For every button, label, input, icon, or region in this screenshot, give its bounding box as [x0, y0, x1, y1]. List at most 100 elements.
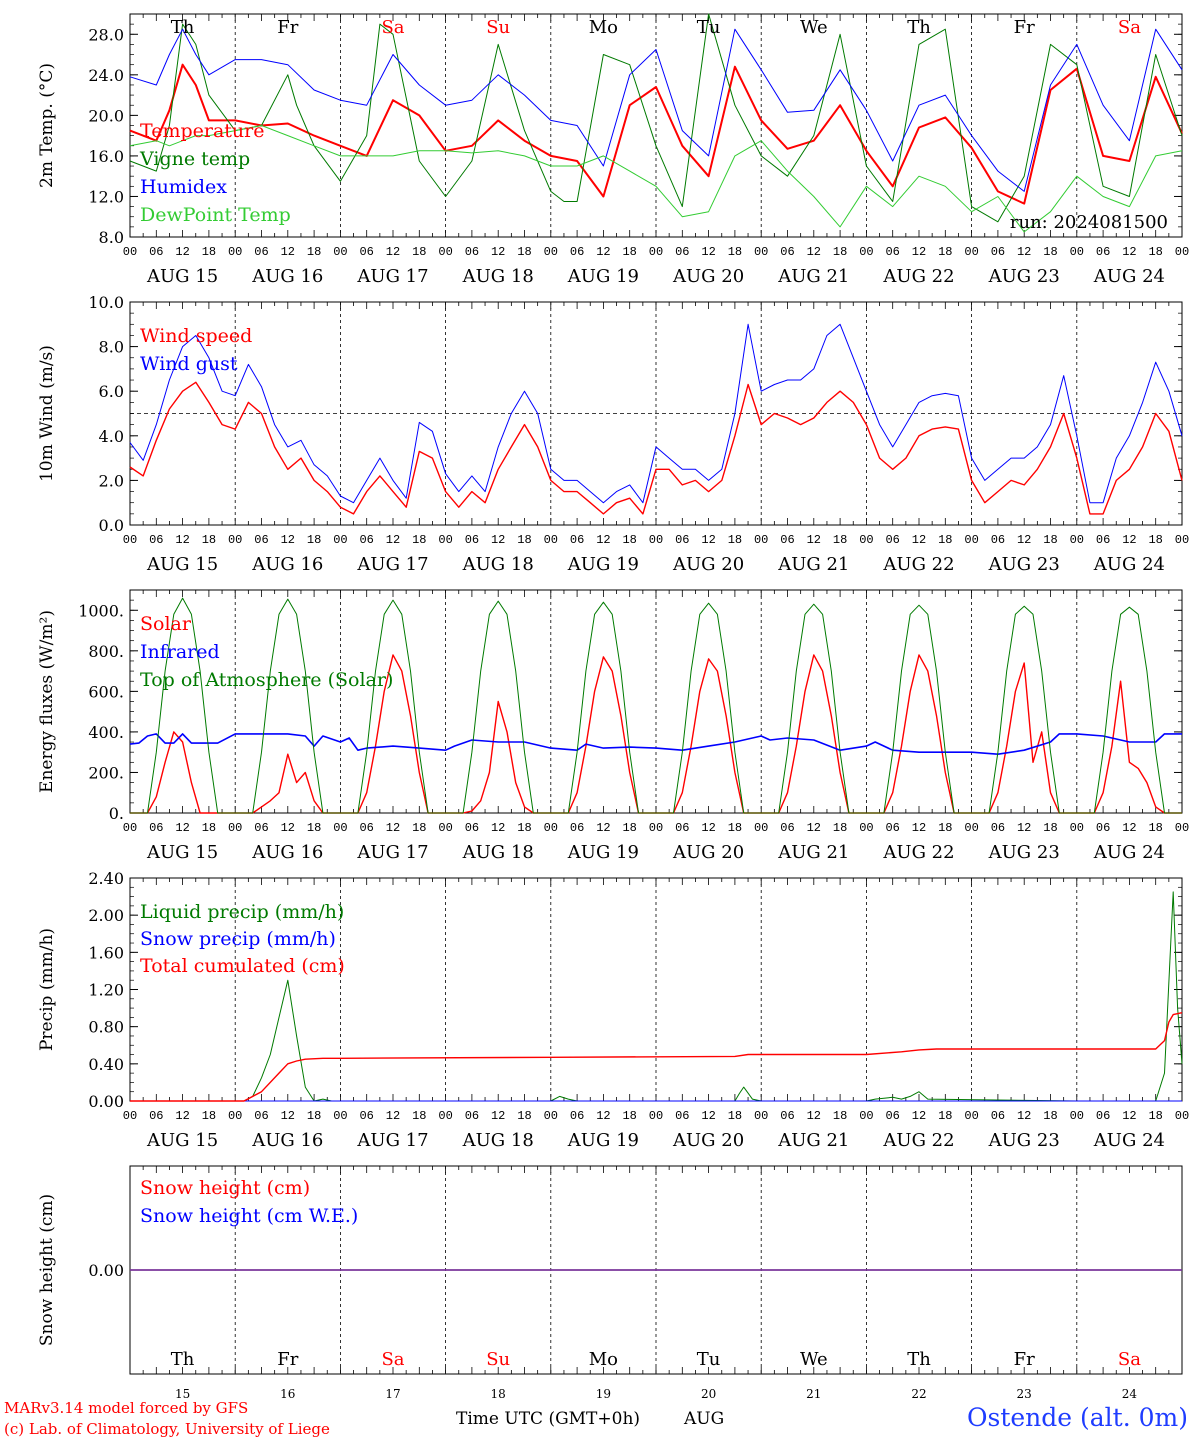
y-tick-label: 2.0: [99, 471, 124, 490]
x-axis-label: Time UTC (GMT+0h): [456, 1409, 640, 1429]
hour-tick-label: 18: [412, 821, 426, 835]
hour-tick-label: 12: [386, 1109, 400, 1123]
y-tick-label: 0.0: [99, 516, 124, 535]
y-tick-label: 12.0: [88, 187, 124, 206]
hour-tick-label: 00: [1070, 821, 1084, 835]
y-axis-label: 2m Temp. (°C): [37, 63, 57, 188]
weekday-label: Mo: [589, 17, 618, 38]
hour-tick-label: 18: [938, 245, 952, 259]
date-label: AUG 16: [251, 842, 323, 863]
hour-tick-label: 12: [281, 533, 295, 547]
hour-tick-label: 00: [1175, 533, 1189, 547]
day-number-label: 18: [491, 1387, 506, 1401]
hour-tick-label: 18: [412, 245, 426, 259]
legend-entry: Vigne temp: [139, 148, 250, 170]
day-number-label: 21: [806, 1387, 821, 1401]
hour-tick-label: 18: [728, 533, 742, 547]
hour-tick-label: 00: [1070, 1109, 1084, 1123]
hour-tick-label: 12: [701, 1109, 715, 1123]
hour-tick-label: 00: [544, 533, 558, 547]
hour-tick-label: 00: [964, 1109, 978, 1123]
date-label: AUG 20: [672, 266, 744, 287]
y-tick-label: 200.: [88, 763, 124, 782]
hour-tick-label: 18: [202, 821, 216, 835]
y-tick-label: 4.0: [99, 427, 124, 446]
hour-tick-label: 18: [517, 533, 531, 547]
hour-tick-label: 00: [438, 1109, 452, 1123]
hour-tick-label: 06: [570, 245, 584, 259]
hour-tick-label: 12: [1122, 821, 1136, 835]
hour-tick-label: 18: [622, 245, 636, 259]
hour-tick-label: 18: [833, 533, 847, 547]
date-label: AUG 17: [356, 842, 428, 863]
date-label: AUG 20: [672, 554, 744, 575]
day-number-label: 22: [911, 1387, 926, 1401]
legend-entry: Top of Atmosphere (Solar): [140, 669, 393, 691]
hour-tick-label: 06: [991, 245, 1005, 259]
legend-entry: Temperature: [140, 120, 264, 142]
hour-tick-label: 12: [912, 533, 926, 547]
hour-tick-label: 12: [491, 245, 505, 259]
hour-tick-label: 00: [333, 245, 347, 259]
hour-tick-label: 12: [386, 821, 400, 835]
legend-entry: Wind speed: [140, 325, 252, 347]
series-line-top-of-atmosphere-solar-: [130, 597, 1182, 814]
hour-tick-label: 00: [544, 1109, 558, 1123]
hour-tick-label: 06: [1096, 533, 1110, 547]
hour-tick-label: 00: [964, 245, 978, 259]
legend-entry: Wind gust: [140, 353, 238, 375]
hour-tick-label: 00: [964, 821, 978, 835]
date-label: AUG 24: [1093, 1130, 1165, 1151]
date-label: AUG 18: [462, 842, 534, 863]
weekday-label: Th: [907, 17, 931, 38]
date-label: AUG 21: [777, 554, 849, 575]
hour-tick-label: 12: [912, 821, 926, 835]
hour-tick-label: 18: [1148, 1109, 1162, 1123]
hour-tick-label: 06: [359, 533, 373, 547]
hour-tick-label: 00: [754, 533, 768, 547]
date-label: AUG 23: [988, 554, 1060, 575]
run-annotation: run: 2024081500: [1010, 212, 1168, 233]
hour-tick-label: 00: [123, 245, 137, 259]
hour-tick-label: 06: [1096, 1109, 1110, 1123]
series-line-humidex: [129, 28, 1183, 192]
panel-frame: [129, 589, 1183, 814]
day-number-label: 17: [385, 1387, 400, 1401]
y-tick-label: 1.20: [88, 981, 124, 1000]
day-number-label: 23: [1017, 1387, 1032, 1401]
hour-tick-label: 00: [754, 245, 768, 259]
date-label: AUG 22: [882, 554, 954, 575]
hour-tick-label: 12: [596, 533, 610, 547]
hour-tick-label: 00: [1070, 533, 1084, 547]
hour-tick-label: 00: [1175, 821, 1189, 835]
legend-entry: DewPoint Temp: [140, 204, 291, 226]
date-label: AUG 22: [882, 842, 954, 863]
hour-tick-label: 18: [412, 533, 426, 547]
hour-tick-label: 18: [833, 1109, 847, 1123]
weekday-label: Fr: [1014, 17, 1035, 38]
weekday-label: Fr: [277, 1349, 298, 1370]
y-tick-label: 600.: [88, 682, 124, 701]
hour-tick-label: 06: [780, 1109, 794, 1123]
hour-tick-label: 12: [596, 245, 610, 259]
hour-tick-label: 06: [149, 821, 163, 835]
hour-tick-label: 00: [438, 533, 452, 547]
hour-tick-label: 00: [649, 533, 663, 547]
date-label: AUG 15: [146, 266, 218, 287]
hour-tick-label: 18: [202, 245, 216, 259]
weekday-label: Tu: [697, 17, 721, 38]
hour-tick-label: 06: [254, 821, 268, 835]
hour-tick-label: 00: [228, 533, 242, 547]
weekday-label: Sa: [381, 17, 404, 38]
day-number-label: 24: [1122, 1387, 1138, 1401]
hour-tick-label: 12: [596, 1109, 610, 1123]
weekday-label: Tu: [697, 1349, 721, 1370]
series-line-wind-gust: [129, 323, 1183, 504]
legend-entry: Snow height (cm W.E.): [140, 1205, 358, 1227]
date-label: AUG 22: [882, 266, 954, 287]
hour-tick-label: 18: [412, 1109, 426, 1123]
hour-tick-label: 18: [728, 245, 742, 259]
weekday-label: Mo: [589, 1349, 618, 1370]
date-label: AUG 18: [462, 266, 534, 287]
y-tick-label: 8.0: [99, 228, 124, 247]
